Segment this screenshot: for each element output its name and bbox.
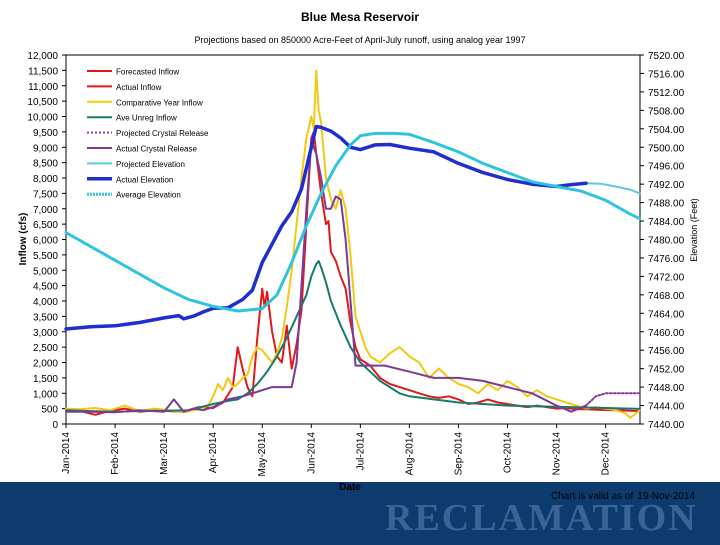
- y2-axis-ticks: 7440.00 7444.00 7448.00 7452.00 7456.00 7460.…: [640, 51, 685, 431]
- y2-tick-label: 7456.00: [648, 346, 685, 357]
- y2-tick-label: 7480.00: [648, 236, 685, 247]
- y-tick-label: 11,000: [28, 82, 58, 93]
- y2-tick-label: 7460.00: [648, 328, 685, 339]
- x-axis-title: Date: [339, 482, 361, 493]
- y-tick-label: 5,000: [33, 266, 58, 277]
- y2-tick-label: 7492.00: [648, 180, 685, 191]
- y-tick-label: 0: [52, 420, 58, 431]
- valid-as-of-label: Chart is valid as of: [551, 491, 634, 502]
- y-tick-label: 1,500: [33, 374, 58, 385]
- legend-label: Comparative Year Inflow: [116, 98, 203, 107]
- x-tick-label: Dec-2014: [601, 432, 612, 476]
- y-tick-label: 4,000: [33, 297, 58, 308]
- y-tick-label: 8,000: [33, 174, 58, 185]
- y2-tick-label: 7516.00: [648, 69, 685, 80]
- y-tick-label: 12,000: [27, 51, 58, 62]
- y2-tick-label: 7496.00: [648, 162, 685, 173]
- legend-label: Projected Elevation: [116, 160, 185, 169]
- x-tick-label: Oct-2014: [503, 432, 514, 474]
- x-tick-label: Jan-2014: [61, 432, 72, 474]
- y2-tick-label: 7440.00: [648, 420, 685, 431]
- y2-tick-label: 7520.00: [648, 51, 685, 62]
- y-tick-label: 10,000: [27, 113, 58, 124]
- y-tick-label: 9,000: [33, 143, 58, 154]
- y2-tick-label: 7452.00: [648, 365, 685, 376]
- y2-tick-label: 7504.00: [648, 125, 685, 136]
- series-line-average-elevation: [64, 131, 642, 313]
- y-tick-label: 11,500: [28, 66, 58, 77]
- y-tick-label: 7,000: [33, 205, 58, 216]
- x-tick-label: Apr-2014: [208, 432, 219, 474]
- y-tick-label: 9,500: [33, 128, 58, 139]
- y2-tick-label: 7484.00: [648, 217, 685, 228]
- legend-label: Average Elevation: [116, 191, 181, 200]
- x-tick-label: Feb-2014: [110, 432, 121, 475]
- x-axis-ticks: Jan-2014 Feb-2014 Mar-2014 Apr-2014 May-2014…: [61, 424, 612, 476]
- y-tick-label: 7,500: [33, 189, 58, 200]
- y-axis-ticks: 0 500 1,000 1,500 2,000 2,500 3,000 3,500 4,000 4…: [27, 51, 66, 431]
- y2-tick-label: 7444.00: [648, 402, 685, 413]
- y2-tick-label: 7472.00: [648, 272, 685, 283]
- y-tick-label: 3,500: [33, 312, 58, 323]
- legend-label: Actual Crystal Release: [116, 145, 197, 154]
- legend-label: Projected Crystal Release: [116, 129, 209, 138]
- y-tick-label: 10,500: [27, 97, 58, 108]
- reclamation-wordmark: RECLAMATION: [385, 497, 698, 539]
- x-tick-label: Aug-2014: [404, 432, 415, 476]
- x-tick-label: Sep-2014: [453, 432, 464, 476]
- y-tick-label: 2,500: [33, 343, 58, 354]
- x-tick-label: Mar-2014: [159, 432, 170, 475]
- valid-as-of-date: 19-Nov-2014: [637, 491, 696, 502]
- y-tick-label: 3,000: [33, 328, 58, 339]
- legend-label: Actual Elevation: [116, 175, 173, 184]
- y2-tick-label: 7448.00: [648, 383, 685, 394]
- y2-axis-title: Elevation (Feet): [689, 198, 699, 262]
- y2-tick-label: 7476.00: [648, 254, 685, 265]
- series-lines: [64, 69, 642, 419]
- y2-tick-label: 7512.00: [648, 88, 685, 99]
- chart-title: Blue Mesa Reservoir: [301, 10, 419, 24]
- y-tick-label: 8,500: [33, 159, 58, 170]
- x-tick-label: Jun-2014: [306, 432, 317, 474]
- series-line-projected-crystal-release: [585, 392, 641, 407]
- plot-area: [65, 54, 641, 425]
- valid-as-of-note: Chart is valid as of 19-Nov-2014: [551, 491, 695, 502]
- y2-tick-label: 7464.00: [648, 309, 685, 320]
- chart-subtitle: Projections based on 850000 Acre-Feet of…: [194, 35, 525, 45]
- y2-tick-label: 7500.00: [648, 143, 685, 154]
- series-line-actual-elevation: [64, 124, 588, 331]
- y-tick-label: 6,000: [33, 236, 58, 247]
- legend-label: Actual Inflow: [116, 83, 162, 92]
- series-line-projected-elevation: [585, 182, 641, 195]
- x-tick-label: Nov-2014: [552, 432, 563, 476]
- y-axis-title: Inflow (cfs): [18, 213, 29, 266]
- series-line-actual-crystal-release: [65, 140, 587, 414]
- y-tick-label: 4,500: [33, 282, 58, 293]
- y-tick-label: 6,500: [33, 220, 58, 231]
- y-tick-label: 1,000: [33, 389, 58, 400]
- legend: Forecasted Inflow Actual Inflow Comparativ…: [87, 68, 209, 200]
- x-tick-label: May-2014: [257, 432, 268, 477]
- x-tick-label: Jul-2014: [355, 432, 366, 471]
- y-tick-label: 5,500: [33, 251, 58, 262]
- y-tick-label: 2,000: [33, 359, 58, 370]
- y-tick-label: 500: [41, 405, 58, 416]
- y2-tick-label: 7508.00: [648, 106, 685, 117]
- y2-tick-label: 7488.00: [648, 199, 685, 210]
- series-line-comparative-year-inflow: [65, 69, 641, 419]
- legend-label: Ave Unreg Inflow: [116, 114, 177, 123]
- legend-label: Forecasted Inflow: [116, 68, 179, 77]
- y2-tick-label: 7468.00: [648, 291, 685, 302]
